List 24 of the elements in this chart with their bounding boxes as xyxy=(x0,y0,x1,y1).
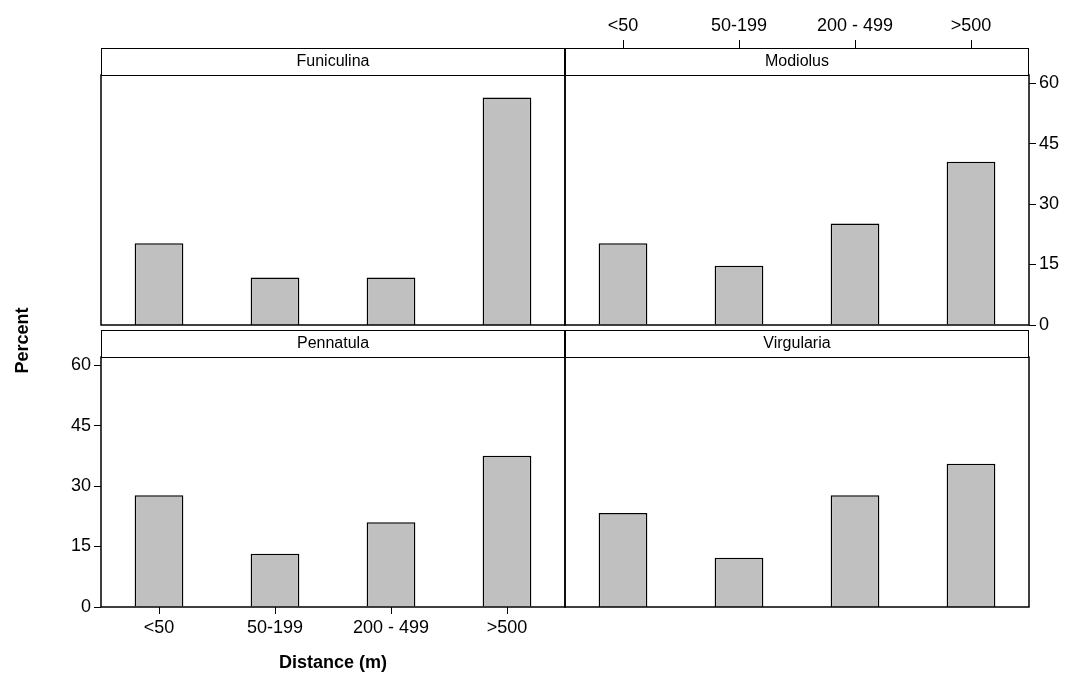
y-tick-label: 30 xyxy=(1039,193,1060,213)
chart-title: Virgularia xyxy=(565,330,1029,358)
x-tick-label: 200 - 499 xyxy=(352,616,430,637)
x-axis-title: Distance (m) xyxy=(278,652,388,673)
x-tick-label: <50 xyxy=(143,616,175,637)
x-tick-label: 200 - 499 xyxy=(816,15,894,36)
x-tick-label: 50-199 xyxy=(710,15,768,36)
y-tick-label: 45 xyxy=(1039,132,1060,153)
y-tick-label: 15 xyxy=(1039,253,1060,274)
x-tick-label: >500 xyxy=(950,15,992,36)
y-tick-label: 60 xyxy=(1039,72,1060,93)
y-tick-label: 60 xyxy=(70,354,91,375)
x-tick-label: >500 xyxy=(486,616,528,637)
y-tick-label: 30 xyxy=(70,475,91,495)
y-tick-label: 0 xyxy=(1039,313,1050,334)
y-tick-label: 0 xyxy=(80,595,91,616)
chart-title: Pennatula xyxy=(101,330,565,358)
y-axis-title: Percent xyxy=(11,306,33,376)
x-tick-label: <50 xyxy=(607,15,639,36)
chart-title: Modiolus xyxy=(565,48,1029,76)
y-tick-label: 15 xyxy=(70,535,91,556)
x-tick-label: 50-199 xyxy=(246,616,304,637)
y-tick-label: 45 xyxy=(70,414,91,435)
chart-title: Funiculina xyxy=(101,48,565,76)
